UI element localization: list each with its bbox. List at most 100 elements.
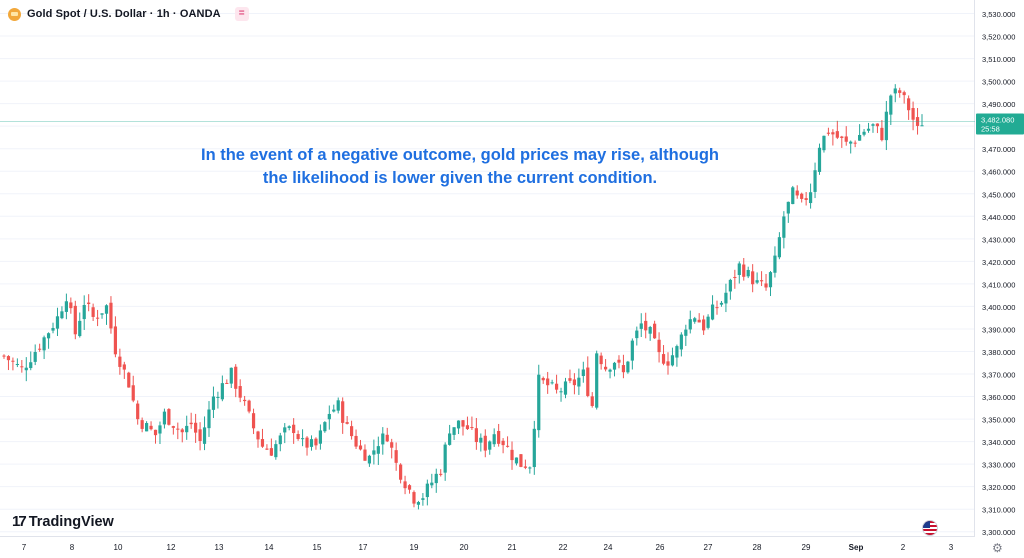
candle-body <box>127 372 131 388</box>
y-tick-label: 3,450.000 <box>982 190 1015 199</box>
candle <box>189 412 193 429</box>
candle-body <box>670 355 675 366</box>
candle <box>666 352 670 375</box>
candle-body <box>693 318 697 322</box>
candle-body <box>51 327 55 331</box>
candle-body <box>688 319 692 330</box>
candle-body <box>118 356 122 367</box>
candle <box>207 401 211 437</box>
candle <box>568 369 572 384</box>
candle <box>724 283 728 313</box>
candle <box>777 232 781 260</box>
y-tick-label: 3,440.000 <box>982 213 1015 222</box>
candle <box>644 312 648 339</box>
candle <box>385 427 389 443</box>
candle <box>479 433 483 452</box>
candle-body <box>706 316 710 328</box>
candle-body <box>608 369 612 372</box>
candle <box>238 379 242 403</box>
candle <box>341 397 345 434</box>
candle <box>416 500 421 510</box>
gear-icon[interactable]: ⚙ <box>992 541 1003 555</box>
candle-body <box>274 444 278 458</box>
candle <box>220 375 224 402</box>
candle-body <box>554 383 559 390</box>
y-tick-label: 3,320.000 <box>982 483 1015 492</box>
tradingview-logo[interactable]: 17 TradingView <box>12 513 114 530</box>
candle <box>465 416 470 430</box>
candle <box>657 332 661 363</box>
candle-body <box>278 435 282 445</box>
candle <box>893 84 897 103</box>
candle-body <box>710 304 715 320</box>
candle-body <box>697 319 701 323</box>
candle <box>87 294 91 312</box>
candle-body <box>835 131 839 138</box>
symbol-title[interactable]: Gold Spot / U.S. Dollar · 1h · OANDA <box>27 8 221 20</box>
candle <box>162 408 167 429</box>
x-tick-label: Sep <box>849 543 864 552</box>
candle-body <box>225 382 229 384</box>
candle <box>381 427 385 455</box>
candle-body <box>541 377 545 381</box>
y-tick-label: 3,390.000 <box>982 325 1015 334</box>
candle-body <box>376 446 380 454</box>
candle-body <box>871 124 875 126</box>
candle <box>737 261 741 284</box>
x-tick-label: 2 <box>901 543 906 552</box>
candle <box>100 313 104 319</box>
candle-body <box>11 360 15 362</box>
us-flag-icon[interactable] <box>922 520 938 536</box>
candle <box>617 355 621 369</box>
candle-body <box>488 441 492 450</box>
candle <box>412 490 416 508</box>
candle <box>621 354 626 379</box>
candle <box>755 272 759 285</box>
candle <box>390 438 394 459</box>
candle-body <box>443 444 447 473</box>
candle <box>875 123 880 134</box>
candle <box>688 310 692 334</box>
y-tick-label: 3,430.000 <box>982 235 1015 244</box>
candle-body <box>849 141 853 144</box>
candle-body <box>880 127 884 141</box>
candle <box>29 351 33 371</box>
candle-body <box>318 430 322 444</box>
last-price-box <box>976 113 1024 135</box>
candle-body <box>234 366 238 389</box>
x-tick-label: 12 <box>167 543 176 552</box>
candle-body <box>702 319 706 331</box>
candles <box>2 84 924 510</box>
flag-icon[interactable]: = <box>234 7 249 21</box>
candle <box>510 441 514 470</box>
candle-body <box>385 434 389 442</box>
candle <box>612 361 617 377</box>
candle <box>804 191 808 206</box>
candle <box>817 143 822 175</box>
candle-body <box>439 473 443 475</box>
candle <box>336 397 340 414</box>
candle <box>782 211 786 249</box>
candle-body <box>474 428 478 443</box>
candle <box>675 344 679 367</box>
last-price-value: 3,482.080 <box>981 115 1014 124</box>
y-tick-label: 3,330.000 <box>982 461 1015 470</box>
candle <box>554 374 559 394</box>
x-tick-label: 26 <box>656 543 665 552</box>
candle-body <box>572 379 577 386</box>
candle-body <box>162 411 167 425</box>
candle-body <box>617 359 621 363</box>
candle-body <box>229 367 233 384</box>
candle <box>283 423 287 444</box>
candle-body <box>29 362 33 369</box>
candle <box>24 357 28 382</box>
candle-body <box>42 337 46 351</box>
candle-body <box>372 450 376 455</box>
candle-body <box>519 454 523 467</box>
tradingview-wordmark: TradingView <box>28 513 114 530</box>
candle-body <box>91 307 95 317</box>
candle-body <box>82 305 86 320</box>
x-tick-label: 7 <box>22 543 27 552</box>
